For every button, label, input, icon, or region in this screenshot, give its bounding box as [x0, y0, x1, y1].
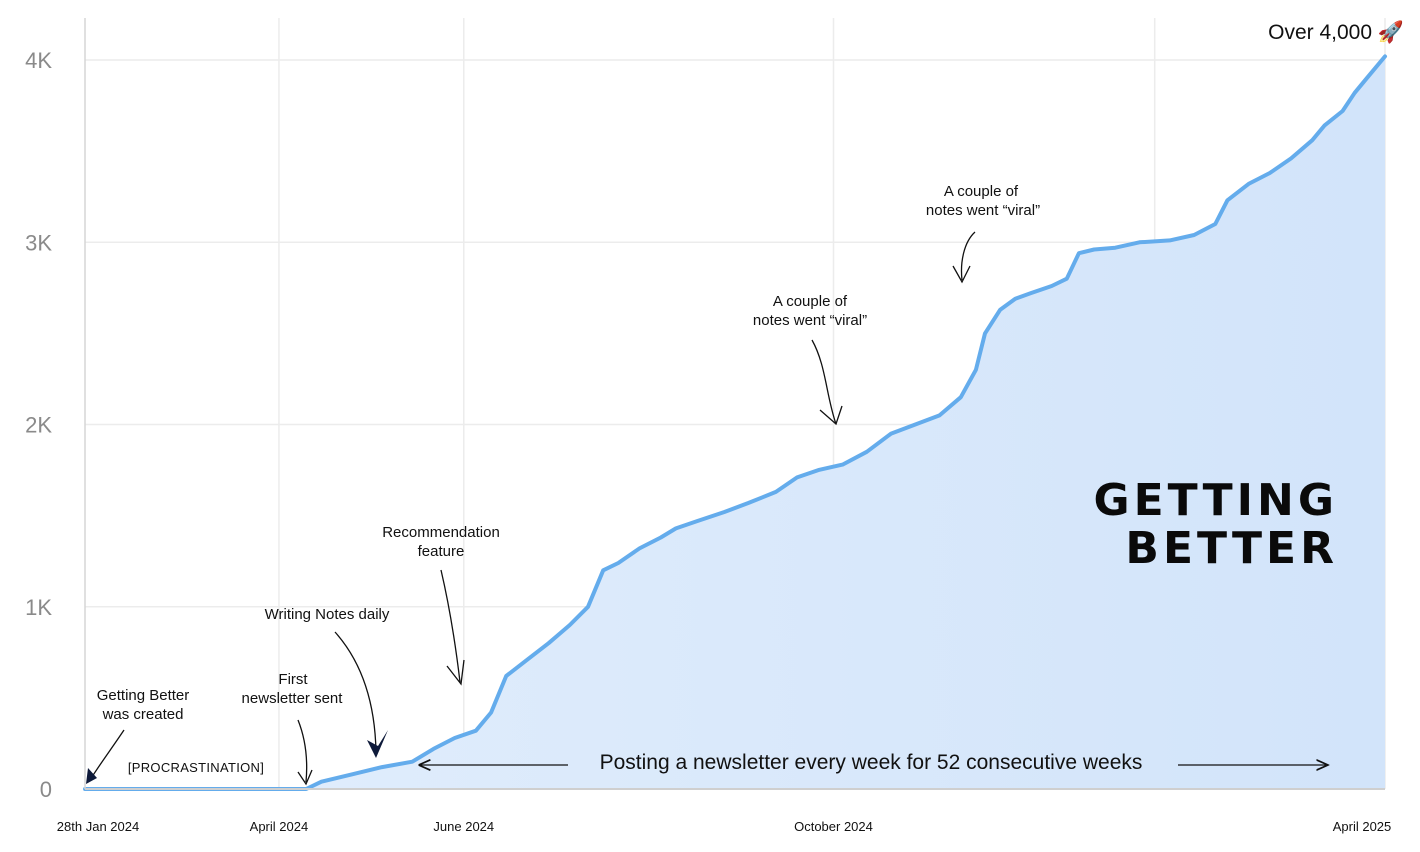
- x-tick-label: April 2025: [1333, 819, 1392, 834]
- annotation-posting: Posting a newsletter every week for 52 c…: [420, 751, 1328, 774]
- annotation-viral-1: A couple of notes went “viral”: [753, 293, 867, 426]
- annotation-first-line2: newsletter sent: [242, 690, 344, 707]
- y-tick-label: 2K: [25, 413, 52, 438]
- annotation-first-arrow: [297, 719, 308, 783]
- annotation-rec-line2: feature: [418, 543, 465, 560]
- y-tick-label: 1K: [25, 595, 52, 620]
- annotation-created: Getting Better was created: [86, 687, 189, 784]
- x-tick-label: April 2024: [250, 819, 309, 834]
- getting-better-logo: GETTING BETTER: [1093, 475, 1338, 574]
- x-tick-label: 28th Jan 2024: [57, 819, 139, 834]
- logo-line1: GETTING: [1093, 475, 1338, 526]
- posting-text: Posting a newsletter every week for 52 c…: [600, 751, 1143, 774]
- annotation-recommendation: Recommendation feature: [382, 524, 500, 686]
- annotation-viral1-arrow: [811, 339, 837, 425]
- y-tick-label: 0: [40, 777, 52, 802]
- annotation-notes-daily-text: Writing Notes daily: [265, 606, 390, 623]
- y-tick-label: 3K: [25, 230, 52, 255]
- x-tick-labels: 28th Jan 2024 April 2024 June 2024 October …: [57, 819, 1391, 834]
- annotation-notes-daily: Writing Notes daily: [265, 606, 390, 758]
- annotation-viral2-arrow: [960, 231, 976, 281]
- annotation-notes-arrow: [334, 631, 377, 753]
- annotation-procrastination: [PROCRASTINATION]: [128, 760, 264, 775]
- logo-line2: BETTER: [1125, 523, 1338, 574]
- area-fill: [85, 56, 1385, 789]
- y-tick-label: 4K: [25, 48, 52, 73]
- annotation-viral2-line2: notes went “viral”: [926, 202, 1040, 219]
- annotation-first-newsletter: First newsletter sent: [242, 671, 344, 786]
- over-4000-callout: Over 4,000 🚀: [1268, 19, 1404, 44]
- annotation-created-arrowhead: [86, 768, 97, 784]
- annotation-rec-arrow: [440, 569, 461, 683]
- x-tick-label: October 2024: [794, 819, 873, 834]
- annotation-viral-2: A couple of notes went “viral”: [926, 183, 1040, 284]
- axes: [84, 18, 1385, 790]
- annotation-viral1-line1: A couple of: [773, 293, 848, 310]
- annotation-rec-arrowhead: [446, 659, 465, 686]
- y-tick-labels: 0 1K 2K 3K 4K: [25, 48, 52, 802]
- annotation-created-arrow: [89, 729, 125, 781]
- annotation-first-arrowhead: [297, 769, 313, 786]
- annotation-rec-line1: Recommendation: [382, 524, 500, 541]
- series-line: [83, 54, 1387, 791]
- annotation-notes-arrowhead: [367, 730, 388, 758]
- annotation-created-line1: Getting Better: [97, 687, 190, 704]
- x-tick-label: June 2024: [433, 819, 494, 834]
- annotation-viral1-line2: notes went “viral”: [753, 312, 867, 329]
- annotation-first-line1: First: [278, 671, 308, 688]
- annotation-viral2-arrowhead: [952, 265, 971, 284]
- annotation-viral1-arrowhead: [819, 405, 843, 426]
- annotation-created-line2: was created: [102, 706, 184, 723]
- annotation-viral2-line1: A couple of: [944, 183, 1019, 200]
